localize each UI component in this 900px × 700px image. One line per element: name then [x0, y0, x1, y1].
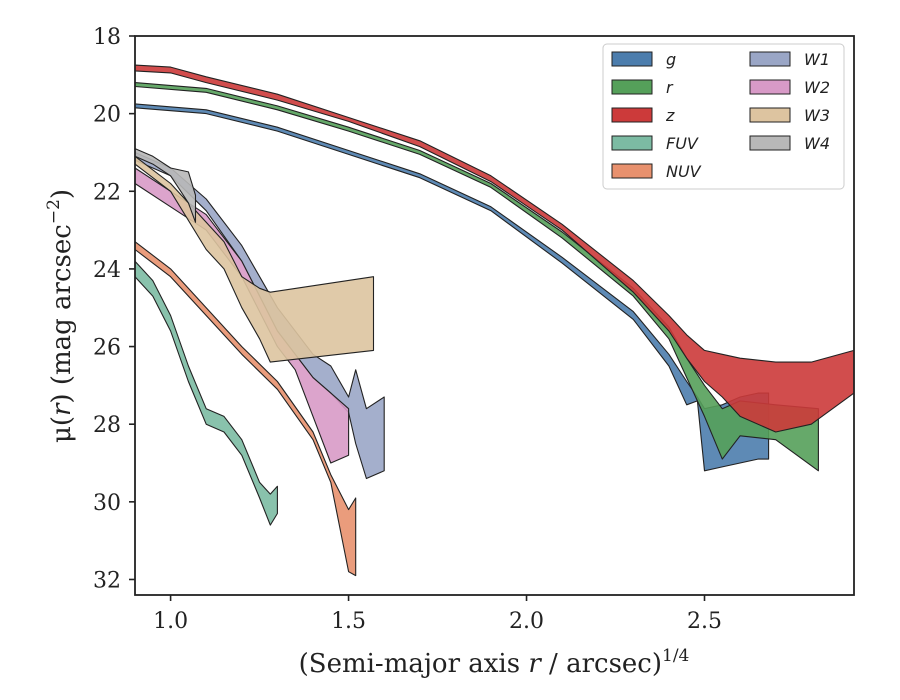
x-axis-label: (Semi-major axis r / arcsec)1/4 — [299, 646, 690, 679]
legend-label-w3: W3 — [804, 106, 830, 125]
y-tick-label: 30 — [93, 491, 121, 516]
legend-swatch-nuv — [611, 163, 653, 179]
series-band-fuv — [134, 260, 278, 526]
legend-label-w2: W2 — [804, 78, 830, 97]
y-tick-label: 32 — [93, 568, 121, 593]
legend-label-fuv: FUV — [666, 134, 699, 153]
legend-swatch-r — [611, 79, 653, 95]
plot-frame — [134, 35, 855, 596]
series-band-nuv — [134, 241, 357, 577]
y-tick-label: 24 — [93, 258, 121, 283]
series-band-w1 — [134, 151, 385, 480]
series-band-r — [134, 82, 819, 472]
legend-swatch-fuv — [611, 135, 653, 151]
x-tick-label: 1.0 — [153, 609, 188, 634]
x-tick-label: 1.5 — [331, 609, 366, 634]
y-tick-label: 18 — [93, 25, 121, 50]
series-band-w3 — [134, 155, 375, 363]
legend-label-nuv: NUV — [666, 162, 702, 181]
ticks-layer: 1.0 1.5 2.0 2.5 18 20 22 24 26 28 30 32 — [93, 25, 722, 634]
legend-label-g: g — [666, 50, 676, 69]
x-tick-label: 2.0 — [509, 609, 544, 634]
series-layer — [134, 64, 855, 577]
y-axis-label: μ(r) (mag arcsec−2) — [44, 189, 77, 443]
y-tick-label: 22 — [93, 180, 121, 205]
legend-swatch-w2 — [749, 79, 791, 95]
series-band-g — [134, 103, 770, 472]
legend-label-z: z — [665, 106, 675, 125]
legend-swatch-z — [611, 107, 653, 123]
y-tick-label: 20 — [93, 103, 121, 128]
x-tick-label: 2.5 — [687, 609, 722, 634]
y-tick-label: 28 — [93, 413, 121, 438]
legend-swatch-w4 — [749, 135, 791, 151]
legend-swatch-w1 — [749, 51, 791, 67]
legend-label-w4: W4 — [804, 134, 830, 153]
legend-label-w1: W1 — [804, 50, 830, 69]
legend-swatch-w3 — [749, 107, 791, 123]
legend: grz FUV NUV W1 W2 W3 W4 — [602, 43, 845, 190]
y-tick-label: 26 — [93, 336, 121, 361]
legend-swatch-g — [611, 51, 653, 67]
series-band-w4 — [134, 148, 197, 223]
legend-label-r: r — [666, 78, 674, 97]
